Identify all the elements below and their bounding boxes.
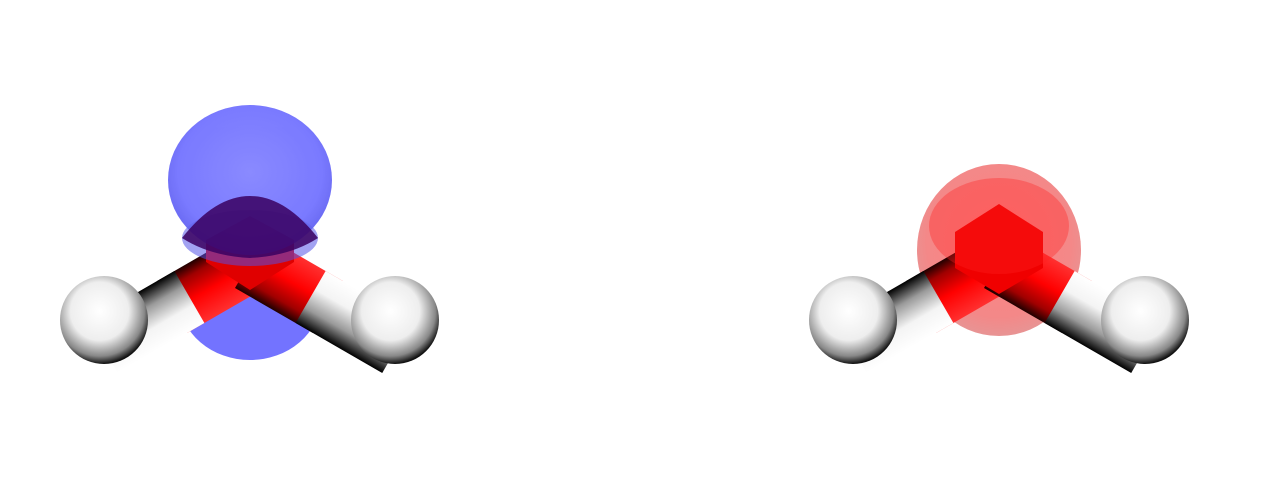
- right-molecule: [809, 164, 1189, 373]
- right-hydrogen-cap-1: [809, 276, 897, 364]
- right-hydrogen-cap-2: [1101, 276, 1189, 364]
- right-oxygen-joint: [955, 204, 1043, 294]
- left-hydrogen-cap-2: [351, 276, 439, 364]
- left-hydrogen-cap-1: [60, 276, 148, 364]
- left-overlap-region: [182, 196, 318, 258]
- right-isosurface-front: [929, 178, 1069, 274]
- left-molecule: [60, 105, 439, 373]
